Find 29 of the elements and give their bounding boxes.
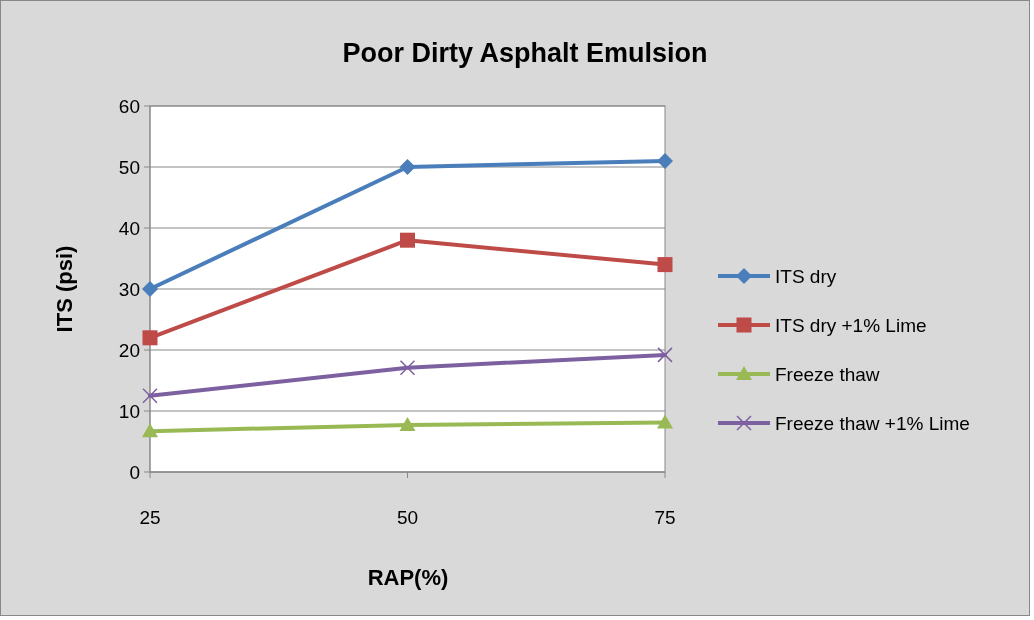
x-axis-title: RAP(%) [367, 565, 449, 590]
y-tick-label: 60 [118, 95, 140, 117]
point [399, 359, 416, 376]
point [399, 159, 416, 175]
point [400, 232, 415, 248]
point [657, 347, 673, 363]
y-tick-label: 50 [118, 156, 140, 178]
point [142, 388, 158, 404]
legend-label: Freeze thaw [775, 363, 880, 385]
x-tick-label: 25 [139, 507, 161, 528]
point [657, 152, 673, 169]
point [142, 423, 158, 438]
point [399, 417, 416, 432]
point [142, 330, 158, 346]
y-axis-title: ITS (psi) [52, 245, 77, 333]
y-tick-label: 30 [118, 278, 140, 300]
x-tick-label: 50 [396, 507, 419, 528]
y-tick-label: 20 [118, 339, 140, 361]
y-tick-label: 10 [118, 400, 140, 422]
point [657, 414, 673, 429]
legend-label: ITS dry [775, 265, 837, 287]
y-tick-label: 40 [118, 217, 140, 239]
point [657, 257, 673, 273]
y-tick-label: 0 [129, 461, 140, 483]
point [142, 281, 158, 297]
legend-label: ITS dry +1% Lime [775, 314, 927, 336]
legend-label: Freeze thaw +1% Lime [775, 412, 970, 434]
chart-title: Poor Dirty Asphalt Emulsion [342, 38, 708, 68]
x-tick-label: 75 [654, 507, 676, 528]
